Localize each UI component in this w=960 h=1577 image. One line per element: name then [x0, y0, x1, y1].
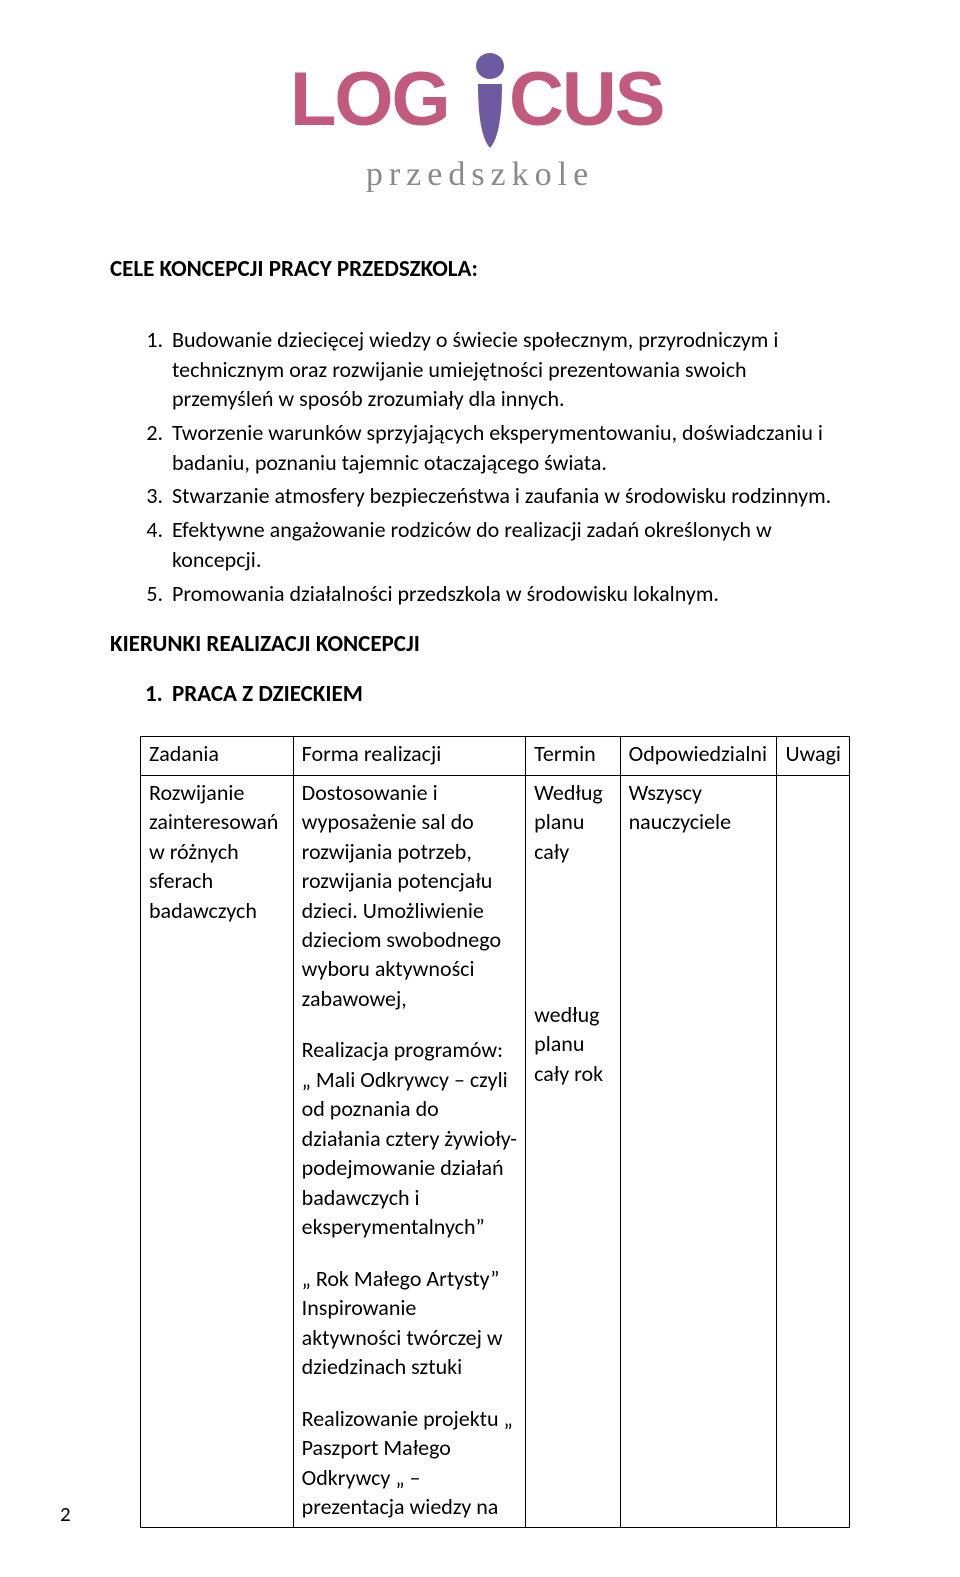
page-heading: CELE KONCEPCJI PRACY PRZEDSZKOLA:	[110, 255, 850, 283]
goal-item: Tworzenie warunków sprzyjających ekspery…	[168, 418, 850, 477]
td-odp: Wszyscy nauczyciele	[620, 775, 777, 1528]
section-list: PRACA Z DZIECKIEM	[110, 680, 850, 708]
th-termin: Termin	[526, 737, 620, 775]
forma-block: Realizacja programów: „ Mali Odkrywcy – …	[302, 1035, 517, 1241]
td-termin: Według planu cały według planu cały rok	[526, 775, 620, 1528]
goals-list: Budowanie dziecięcej wiedzy o świecie sp…	[110, 325, 850, 608]
logicus-logo-svg: LOG CUS przedszkole	[275, 40, 685, 200]
termin-block: według planu cały rok	[534, 1000, 611, 1088]
page-number: 2	[60, 1501, 71, 1527]
th-odp: Odpowiedzialni	[620, 737, 777, 775]
th-uwagi: Uwagi	[777, 737, 850, 775]
table-header-row: Zadania Forma realizacji Termin Odpowied…	[141, 737, 850, 775]
goal-item: Promowania działalności przedszkola w śr…	[168, 579, 850, 609]
section-item: PRACA Z DZIECKIEM	[168, 680, 850, 708]
section-heading: KIERUNKI REALIZACJI KONCEPCJI	[110, 630, 850, 658]
goal-item: Budowanie dziecięcej wiedzy o świecie sp…	[168, 325, 850, 414]
th-forma: Forma realizacji	[293, 737, 525, 775]
forma-block: „ Rok Małego Artysty” Inspirowanie aktyw…	[302, 1264, 517, 1382]
forma-block: Realizowanie projektu „ Paszport Małego …	[302, 1404, 517, 1522]
svg-text:przedszkole: przedszkole	[366, 156, 594, 193]
termin-block: Według planu cały	[534, 778, 611, 978]
svg-text:CUS: CUS	[509, 57, 663, 142]
content-table: Zadania Forma realizacji Termin Odpowied…	[140, 736, 850, 1528]
goal-item: Stwarzanie atmosfery bezpieczeństwa i za…	[168, 481, 850, 511]
logo: LOG CUS przedszkole	[110, 40, 850, 205]
td-uwagi	[777, 775, 850, 1528]
svg-text:LOG: LOG	[290, 57, 449, 142]
goal-item: Efektywne angażowanie rodziców do realiz…	[168, 515, 850, 574]
td-forma: Dostosowanie i wyposażenie sal do rozwij…	[293, 775, 525, 1528]
td-zadania: Rozwijanie zainteresowań w różnych sfera…	[141, 775, 294, 1528]
th-zadania: Zadania	[141, 737, 294, 775]
forma-block: Dostosowanie i wyposażenie sal do rozwij…	[302, 778, 517, 1014]
table-row: Rozwijanie zainteresowań w różnych sfera…	[141, 775, 850, 1528]
